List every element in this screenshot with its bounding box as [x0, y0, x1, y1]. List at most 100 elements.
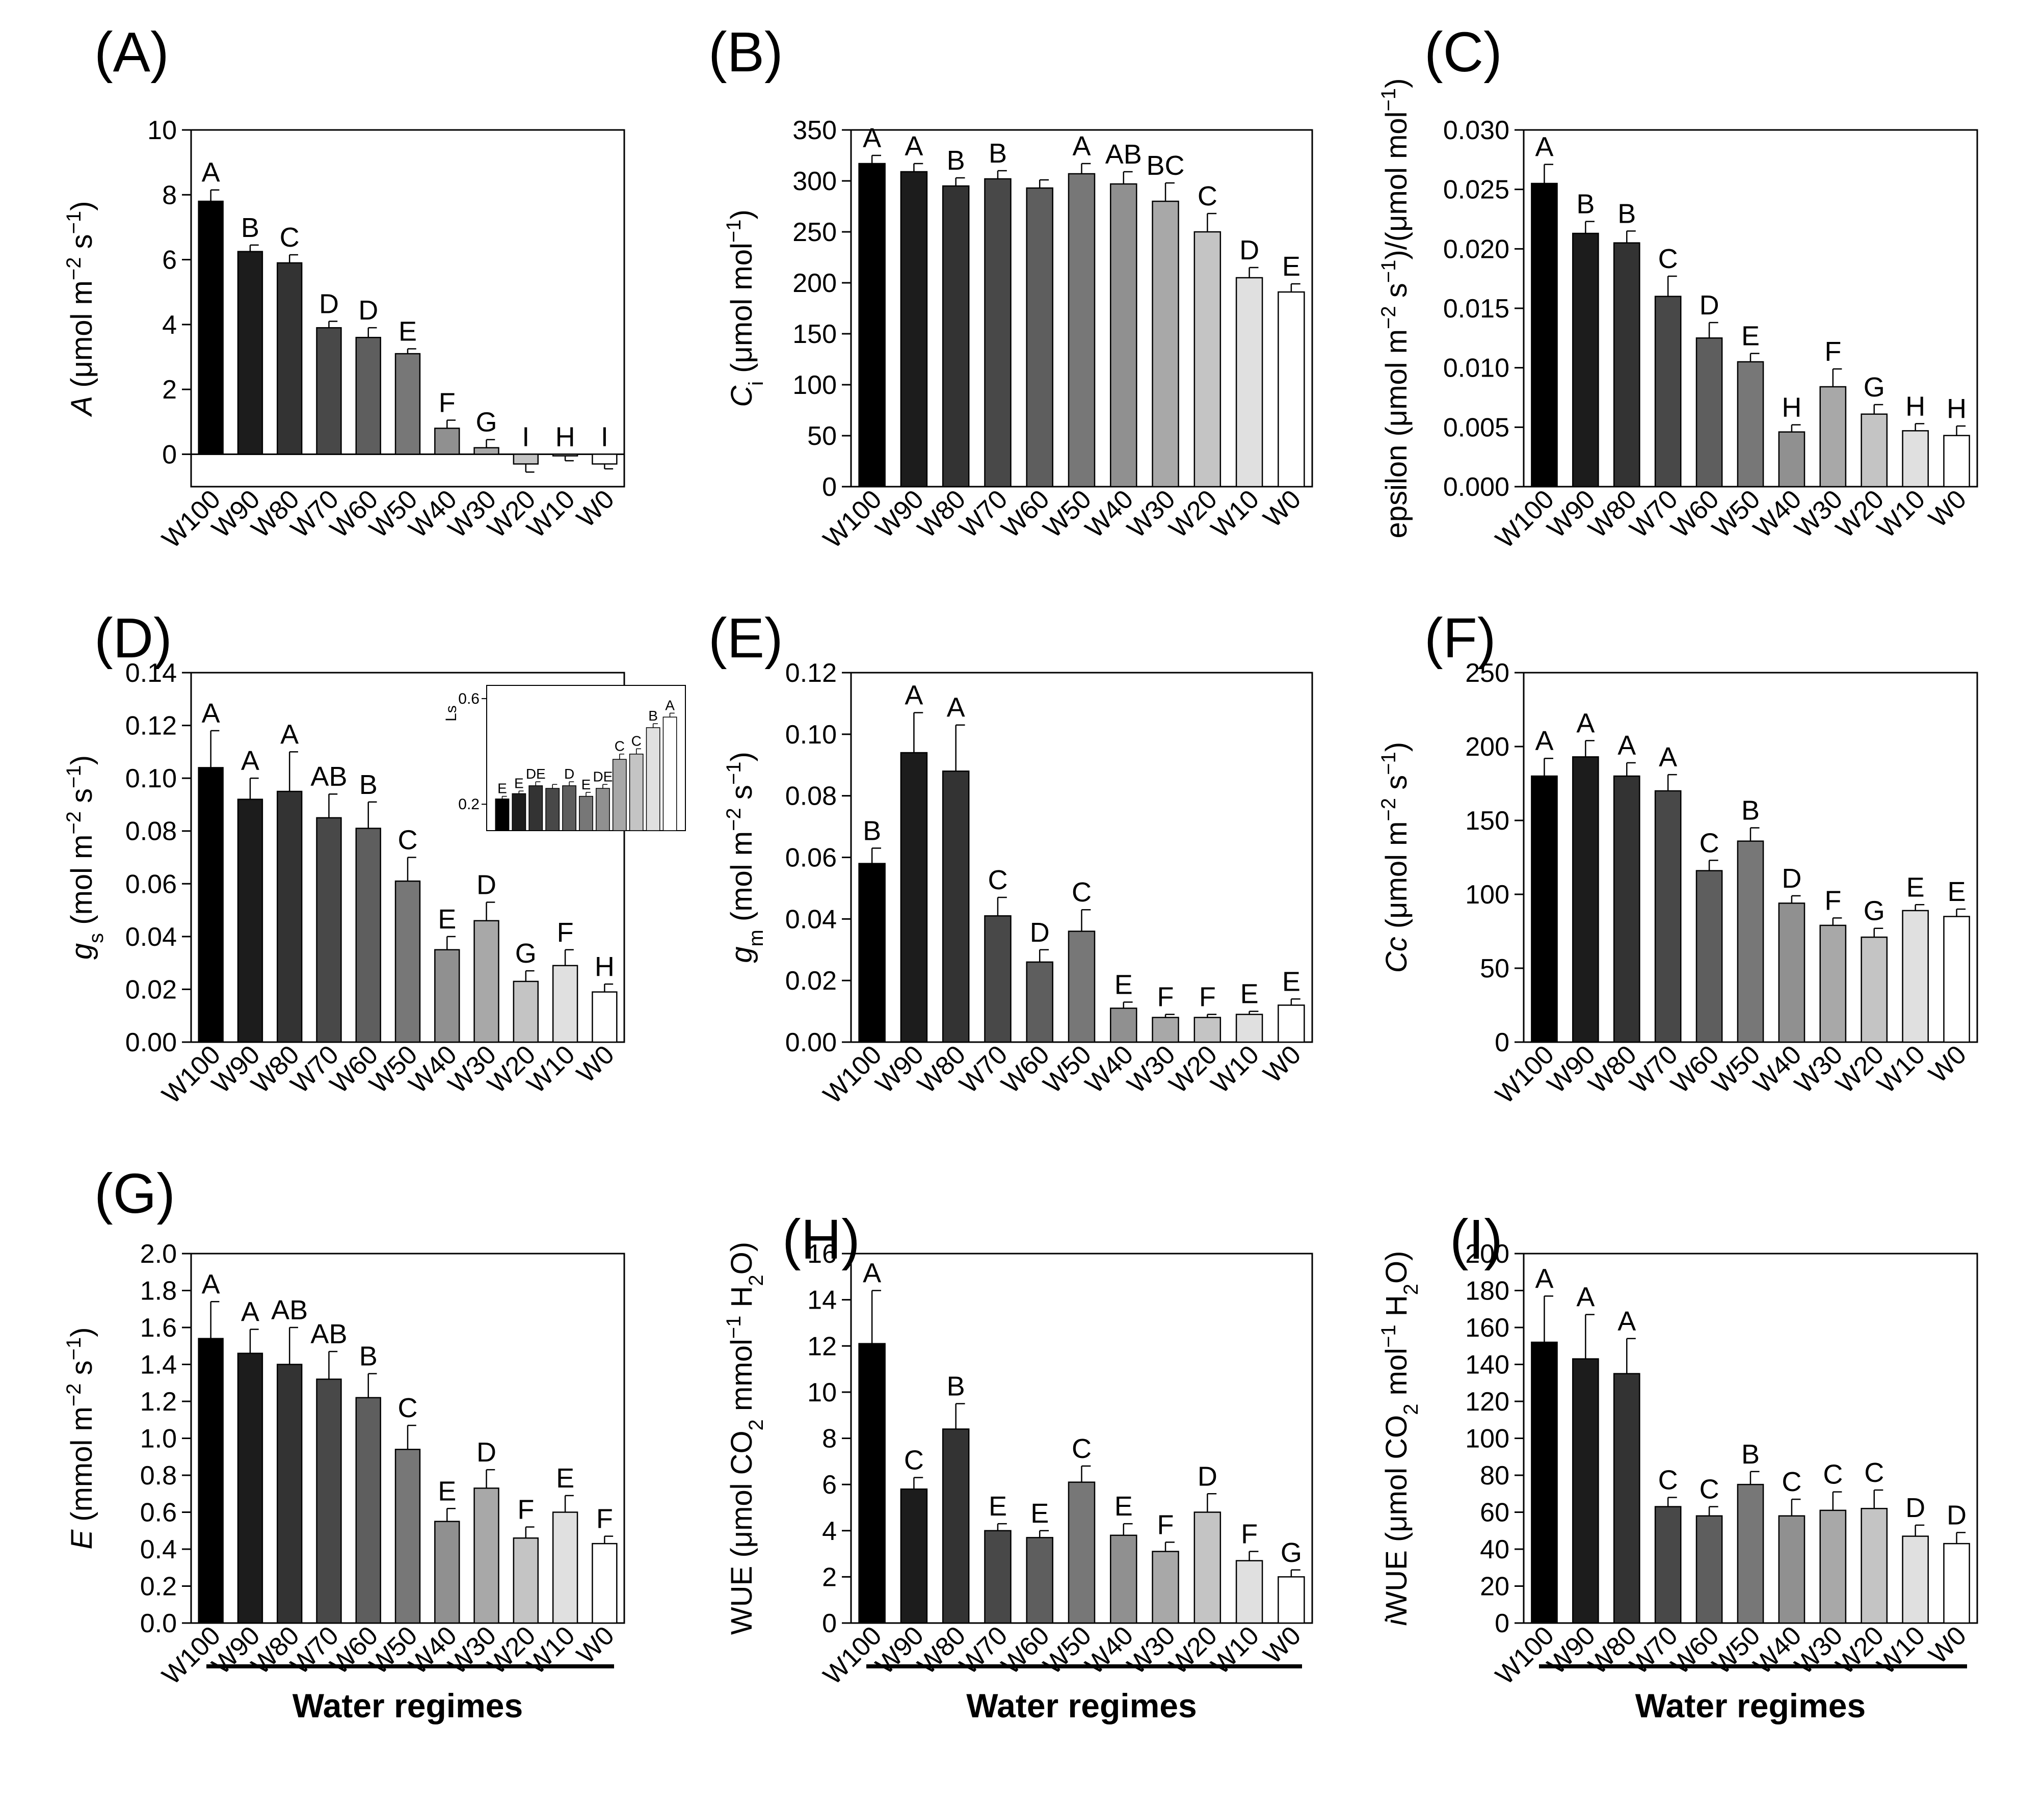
bar: [473, 920, 499, 1043]
panel-label: (E): [708, 607, 783, 670]
significance-letter: A: [241, 1297, 259, 1327]
significance-letter: C: [1658, 1465, 1678, 1496]
y-tick-label: 4: [822, 1517, 837, 1546]
bar: [434, 1521, 460, 1624]
bar: [473, 1487, 499, 1624]
significance-letter: B: [1617, 198, 1636, 229]
y-tick-label: 0.005: [1443, 413, 1509, 442]
plot-frame: [190, 129, 625, 488]
significance-letter: A: [1576, 708, 1595, 738]
bar: [1861, 413, 1888, 488]
significance-letter: A: [905, 680, 923, 711]
y-tick-label: 200: [1465, 1239, 1509, 1269]
significance-letter: A: [905, 131, 923, 162]
significance-letter: B: [1741, 795, 1760, 826]
y-axis-label: gs (mol m−2 s−1): [63, 755, 108, 960]
inset-significance-letter: E: [497, 781, 507, 796]
y-tick-label: 150: [792, 320, 837, 349]
bar: [276, 790, 303, 1043]
y-tick-label: 0.08: [125, 817, 177, 846]
bar: [1861, 1508, 1888, 1624]
significance-letter: AB: [310, 761, 347, 792]
significance-letter: A: [947, 693, 965, 723]
y-tick-label: 350: [792, 116, 837, 145]
bar: [355, 828, 381, 1043]
x-axis-title: Water regimes: [293, 1687, 523, 1724]
significance-letter: E: [556, 1463, 574, 1494]
y-tick-label: 1.8: [140, 1277, 177, 1306]
significance-letter: B: [863, 815, 881, 846]
bar: [1613, 1373, 1640, 1624]
bar: [316, 817, 342, 1043]
bar: [1193, 1017, 1222, 1043]
significance-letter: D: [358, 295, 378, 326]
bar: [1654, 296, 1682, 488]
y-axis-label: Cc (μmol m−2 s−1): [1377, 742, 1413, 973]
significance-letter: F: [1157, 1509, 1174, 1540]
significance-letter: E: [438, 1476, 456, 1506]
bar: [513, 1537, 539, 1624]
y-tick-label: 250: [792, 218, 837, 247]
bar: [355, 1397, 381, 1624]
significance-letter: AB: [1105, 139, 1142, 170]
significance-letter: A: [1659, 742, 1677, 773]
bar: [1193, 231, 1222, 488]
y-tick-label: 50: [807, 421, 837, 451]
significance-letter: E: [399, 316, 417, 347]
bar: [1531, 775, 1558, 1043]
y-tick-label: 0.04: [125, 922, 177, 952]
bar: [1778, 431, 1806, 488]
y-tick-label: 8: [822, 1424, 837, 1454]
bar: [473, 447, 499, 455]
bar: [1026, 187, 1053, 488]
inset-bar: [545, 788, 560, 831]
significance-letter: G: [515, 938, 537, 969]
y-tick-label: 0.010: [1443, 354, 1509, 383]
y-tick-label: 140: [1465, 1350, 1509, 1380]
y-tick-label: 8: [162, 180, 177, 210]
y-tick-label: 120: [1465, 1387, 1509, 1417]
significance-letter: E: [989, 1491, 1007, 1522]
y-tick-label: 0.04: [785, 905, 837, 934]
significance-letter: C: [1782, 1467, 1801, 1497]
y-tick-label: 10: [147, 116, 177, 145]
bar: [552, 454, 578, 457]
y-tick-label: 0.4: [140, 1535, 177, 1564]
y-tick-label: 0.12: [785, 658, 837, 688]
y-tick-label: 0.00: [125, 1028, 177, 1057]
bar: [1235, 1560, 1263, 1624]
y-tick-label: 0.14: [125, 658, 177, 688]
significance-letter: A: [1535, 1263, 1553, 1294]
y-tick-label: 100: [1465, 880, 1509, 910]
bar: [1152, 1017, 1179, 1043]
inset-bar: [495, 799, 510, 831]
y-tick-label: 250: [1465, 658, 1509, 688]
bar: [1026, 961, 1053, 1043]
y-tick-label: 0.08: [785, 782, 837, 811]
y-tick-label: 20: [1480, 1572, 1509, 1602]
significance-letter: I: [601, 421, 608, 452]
y-tick-label: 0.8: [140, 1461, 177, 1491]
significance-letter: A: [1072, 131, 1091, 162]
inset-bar: [612, 759, 627, 831]
significance-letter: H: [1947, 393, 1967, 424]
significance-letter: A: [202, 1269, 220, 1299]
significance-letter: A: [280, 719, 299, 750]
y-tick-label: 2.0: [140, 1239, 177, 1269]
y-tick-label: 60: [1480, 1498, 1509, 1528]
significance-letter: G: [1864, 896, 1885, 926]
significance-letter: E: [1282, 966, 1300, 997]
significance-letter: B: [1576, 189, 1595, 220]
y-tick-label: 0.6: [140, 1498, 177, 1528]
bar: [1110, 1007, 1137, 1043]
bar: [237, 1352, 263, 1624]
significance-letter: F: [596, 1504, 613, 1534]
panel-label: (D): [94, 607, 172, 670]
inset-bar: [629, 753, 644, 831]
significance-letter: D: [1905, 1493, 1925, 1523]
bar: [984, 178, 1012, 488]
y-tick-label: 6: [162, 246, 177, 275]
significance-letter: C: [988, 865, 1007, 895]
y-tick-label: 50: [1480, 954, 1509, 984]
significance-letter: E: [1030, 1498, 1049, 1529]
